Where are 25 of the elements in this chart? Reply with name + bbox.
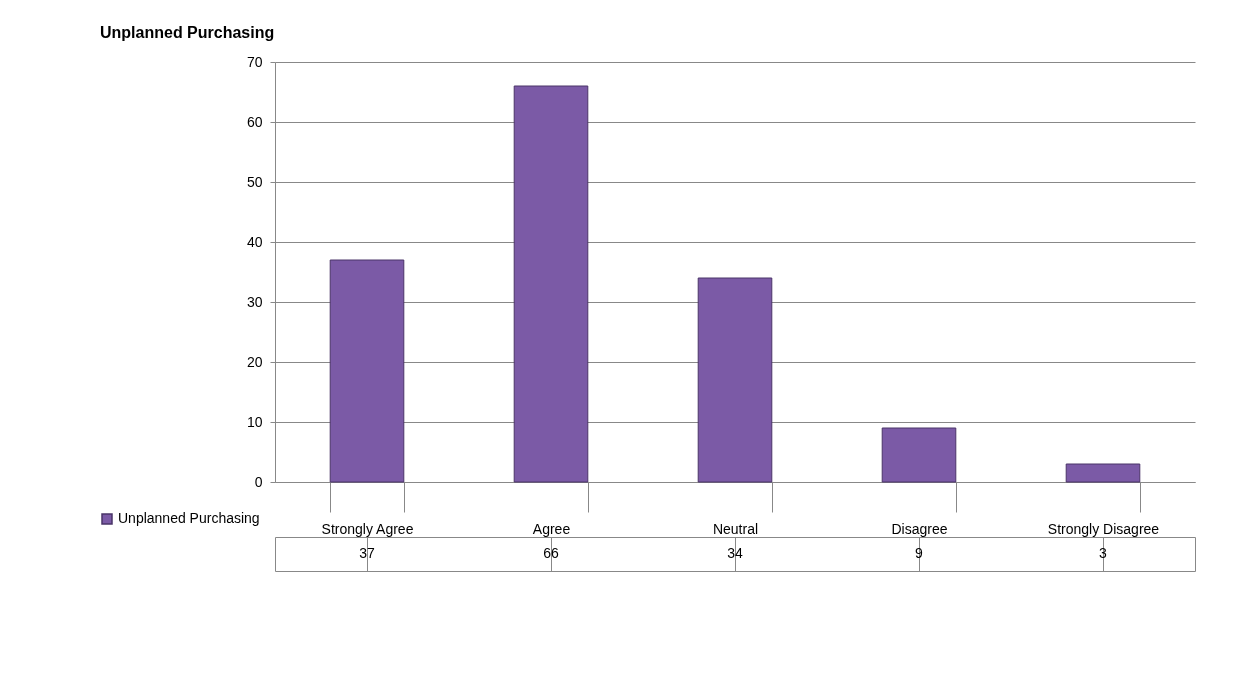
x-tick-label: Disagree bbox=[891, 520, 948, 537]
y-tick-label: 10 bbox=[246, 413, 263, 430]
data-label: 66 bbox=[543, 545, 559, 561]
bar bbox=[329, 259, 405, 483]
bar bbox=[697, 277, 773, 483]
data-label: 9 bbox=[915, 545, 924, 561]
x-tick-label: Neutral bbox=[712, 520, 759, 537]
x-tick-label: Strongly Disagree bbox=[1047, 520, 1160, 537]
y-tick-label: 40 bbox=[246, 233, 263, 250]
x-tick-label: Strongly Agree bbox=[321, 520, 414, 537]
y-tick-label: 20 bbox=[246, 353, 263, 370]
y-tick-label: 50 bbox=[246, 173, 263, 190]
data-label: 34 bbox=[727, 545, 743, 561]
y-tick-label: 60 bbox=[246, 113, 263, 130]
chart-title: Unplanned Purchasing bbox=[100, 24, 275, 41]
y-tick-label: 0 bbox=[254, 473, 263, 490]
data-label: 3 bbox=[1099, 545, 1108, 561]
bar bbox=[1065, 463, 1141, 483]
bar bbox=[881, 427, 957, 483]
data-label: 37 bbox=[359, 545, 375, 561]
y-tick-label: 30 bbox=[246, 293, 263, 310]
bar bbox=[513, 85, 589, 483]
y-tick-label: 70 bbox=[246, 53, 263, 70]
legend-label: Unplanned Purchasing bbox=[118, 510, 260, 526]
x-tick-label: Agree bbox=[532, 520, 571, 537]
